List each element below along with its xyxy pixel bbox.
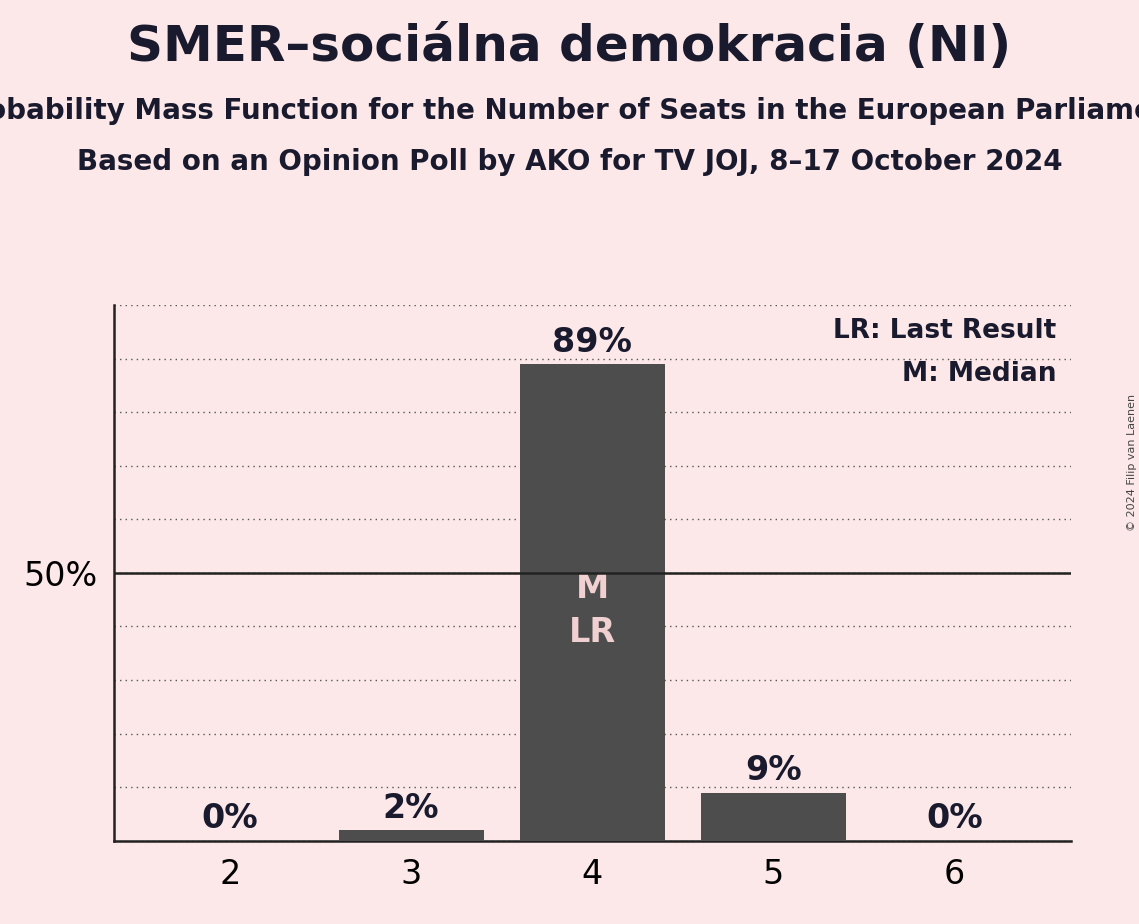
Bar bbox=[338, 830, 484, 841]
Text: 0%: 0% bbox=[926, 802, 983, 835]
Text: © 2024 Filip van Laenen: © 2024 Filip van Laenen bbox=[1126, 394, 1137, 530]
Text: Probability Mass Function for the Number of Seats in the European Parliament: Probability Mass Function for the Number… bbox=[0, 97, 1139, 125]
Text: 2%: 2% bbox=[383, 792, 440, 825]
Text: SMER–sociálna demokracia (NI): SMER–sociálna demokracia (NI) bbox=[128, 23, 1011, 71]
Bar bbox=[700, 793, 846, 841]
Text: 89%: 89% bbox=[552, 325, 632, 359]
Text: M
LR: M LR bbox=[568, 572, 616, 649]
Text: M: Median: M: Median bbox=[902, 361, 1056, 387]
Text: 9%: 9% bbox=[745, 754, 802, 787]
Text: LR: Last Result: LR: Last Result bbox=[833, 319, 1056, 345]
Text: 0%: 0% bbox=[202, 802, 259, 835]
Bar bbox=[519, 364, 665, 841]
Text: Based on an Opinion Poll by AKO for TV JOJ, 8–17 October 2024: Based on an Opinion Poll by AKO for TV J… bbox=[76, 148, 1063, 176]
